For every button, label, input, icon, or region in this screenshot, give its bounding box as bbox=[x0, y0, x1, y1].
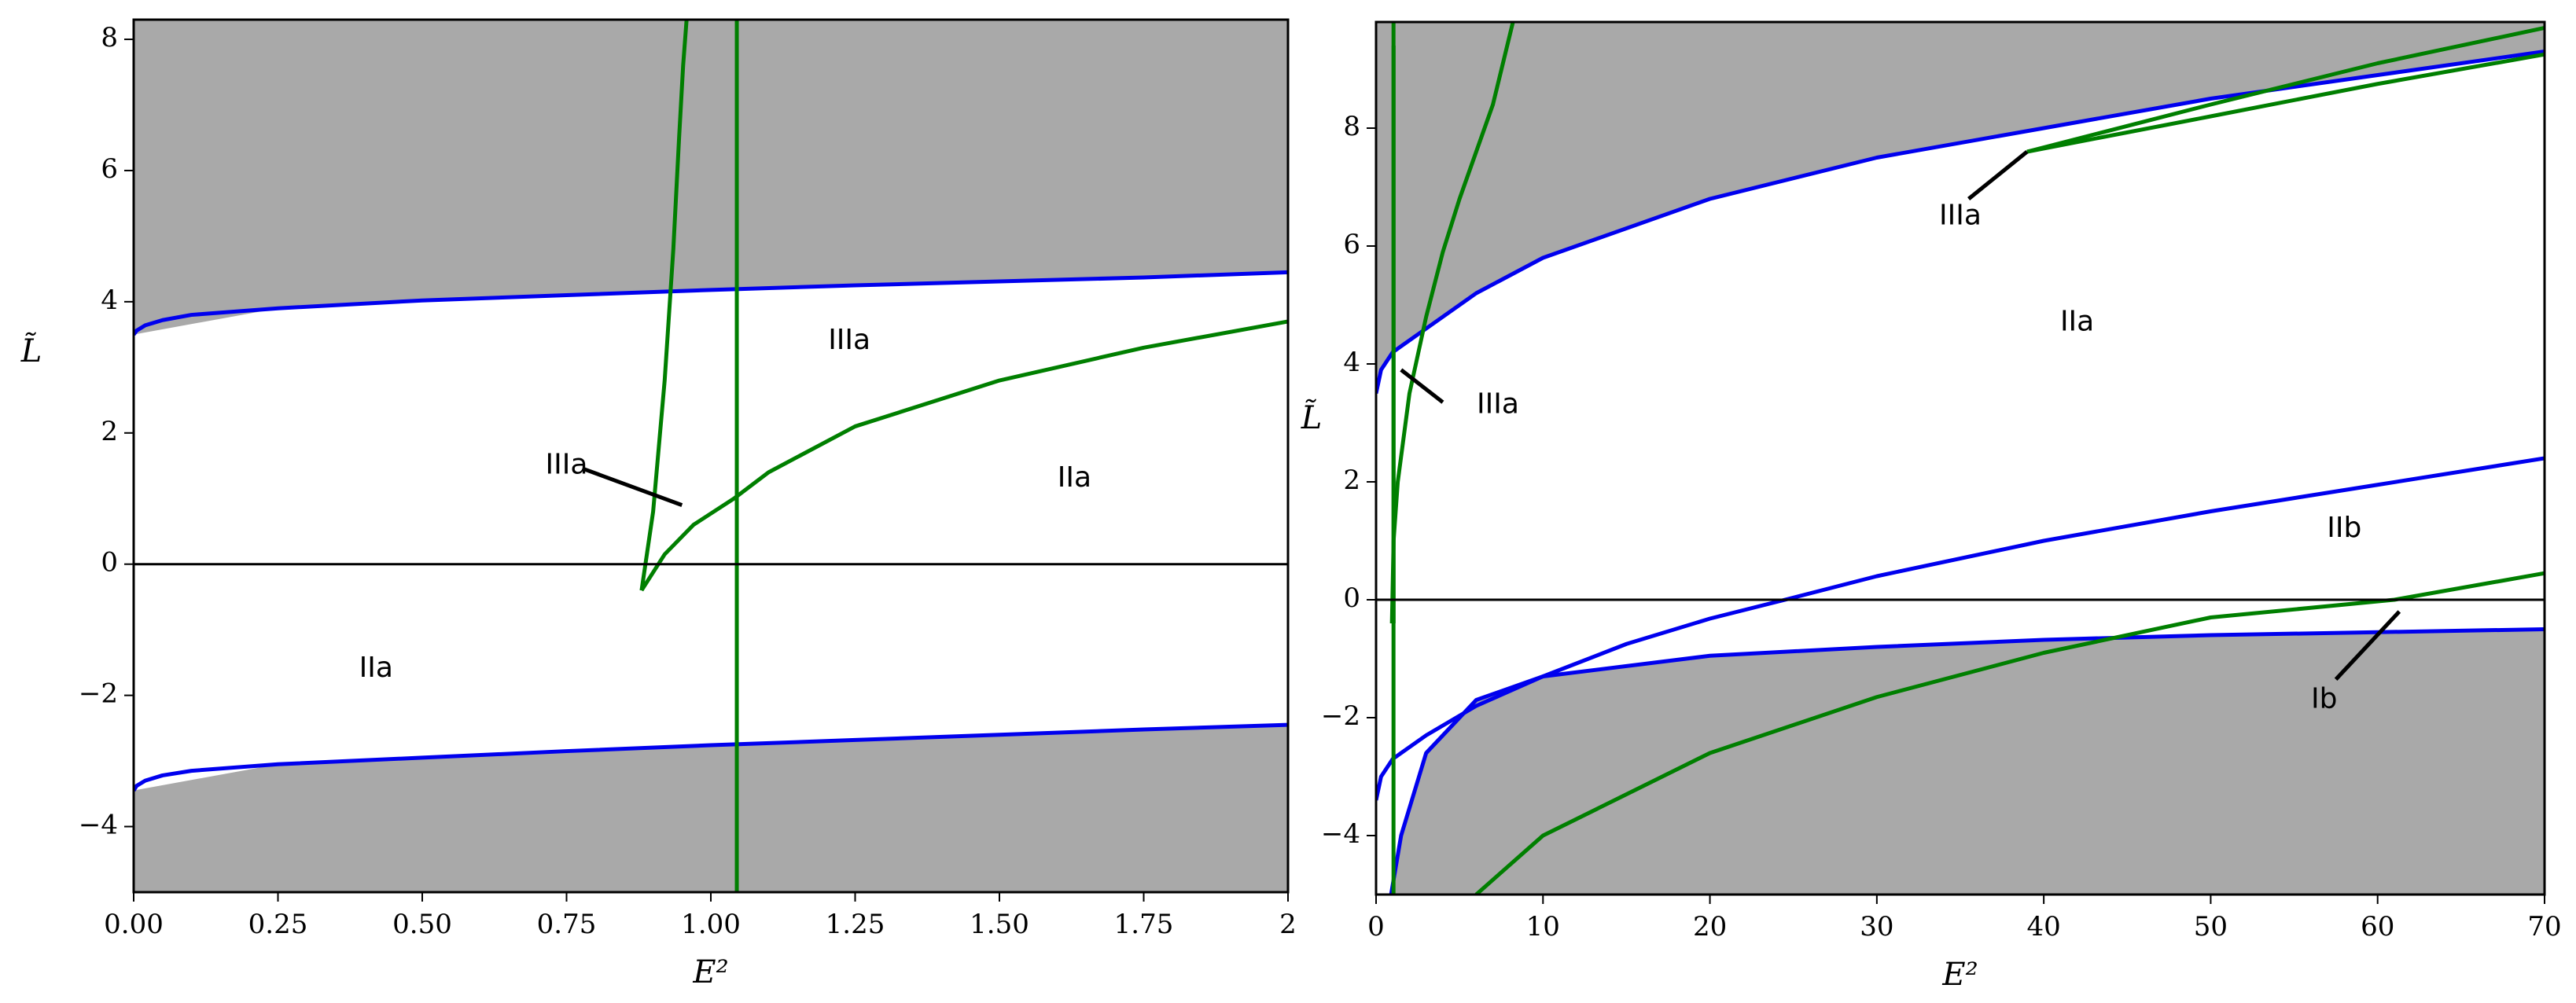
y-tick-label: 4 bbox=[1343, 347, 1360, 378]
shaded-region-1 bbox=[1376, 629, 2545, 895]
x-tick-label: 1.00 bbox=[681, 909, 741, 940]
y-axis-label: L̃ bbox=[1301, 399, 1323, 436]
annotation-pointer-0 bbox=[1967, 150, 2029, 200]
y-tick-label: −4 bbox=[79, 810, 118, 841]
region-label-2: IIa bbox=[1058, 461, 1091, 494]
y-tick-label: 8 bbox=[1343, 111, 1360, 142]
y-axis-label: L̃ bbox=[20, 332, 42, 369]
annotation-pointer-1 bbox=[1400, 368, 1444, 404]
shaded-region-1 bbox=[134, 725, 1288, 892]
series-line-green-3 bbox=[639, 319, 1288, 592]
region-label-0: IIIa bbox=[828, 324, 870, 356]
plot-frame bbox=[1374, 20, 2546, 896]
x-tick-label: 10 bbox=[1526, 911, 1560, 942]
x-tick-label: 0.75 bbox=[537, 909, 597, 940]
x-tick-label: 40 bbox=[2027, 911, 2061, 942]
annotation-pointer-0 bbox=[583, 467, 683, 507]
x-tick-label: 50 bbox=[2194, 911, 2228, 942]
x-tick-label: 0.25 bbox=[248, 909, 308, 940]
annotation-pointer-2 bbox=[2334, 610, 2401, 681]
y-tick-label: −2 bbox=[79, 678, 118, 710]
x-tick-label: 30 bbox=[1860, 911, 1893, 942]
series-line-blue-1 bbox=[134, 722, 1288, 792]
y-tick-label: 4 bbox=[101, 285, 118, 316]
y-tick-label: 0 bbox=[1343, 582, 1360, 614]
series-line-green-8 bbox=[2026, 52, 2545, 154]
right-chart-panel: IIIa IIa IIIa IIb Ib 0 10 20 30 40 50 60 70 −4 −2 0 2 4 6 8… bbox=[1301, 20, 2562, 993]
y-tick-label: −2 bbox=[1321, 700, 1360, 732]
y-tick-label: 6 bbox=[101, 153, 118, 185]
series-line-green-2 bbox=[639, 20, 689, 591]
x-tick-label: 60 bbox=[2361, 911, 2394, 942]
region-label-0: IIIa bbox=[1939, 200, 1982, 232]
x-axis-label: E² bbox=[1941, 957, 1978, 993]
series-line-blue-2 bbox=[1376, 456, 2545, 801]
series-line-blue-0 bbox=[1376, 50, 2545, 395]
series-line-green-7 bbox=[2026, 26, 2545, 154]
y-tick-label: 6 bbox=[1343, 229, 1360, 260]
left-chart-panel: IIIa IIIa IIa IIa 0.00 0.25 0.50 0.75 1.00 1.25 1.… bbox=[20, 18, 1297, 990]
shaded-region-0 bbox=[134, 20, 1288, 335]
series-line-green-6 bbox=[1474, 571, 2545, 895]
y-tick-label: 0 bbox=[101, 547, 118, 579]
y-tick-label: 2 bbox=[101, 416, 118, 447]
y-tick-label: −4 bbox=[1321, 818, 1360, 850]
shaded-region-0 bbox=[1376, 22, 2545, 394]
x-tick-label: 1.75 bbox=[1114, 909, 1174, 940]
region-label-3: IIa bbox=[359, 652, 393, 684]
x-tick-label: 70 bbox=[2527, 911, 2561, 942]
region-label-1: IIIa bbox=[546, 449, 588, 481]
x-tick-label: 20 bbox=[1693, 911, 1727, 942]
x-axis-label: E² bbox=[692, 954, 728, 990]
region-label-2: IIIa bbox=[1477, 388, 1519, 421]
region-label-1: IIa bbox=[2060, 306, 2094, 338]
x-tick-label: 1.25 bbox=[826, 909, 885, 940]
series-line-blue-0 bbox=[134, 270, 1288, 336]
y-tick-label: 2 bbox=[1343, 465, 1360, 496]
y-tick-label: 8 bbox=[101, 22, 118, 53]
x-tick-label: 0.00 bbox=[104, 909, 164, 940]
region-label-4: Ib bbox=[2311, 683, 2337, 715]
x-tick-label: 0 bbox=[1367, 911, 1385, 942]
x-tick-label: 0.50 bbox=[392, 909, 452, 940]
series-line-green-3 bbox=[1389, 22, 1515, 624]
x-tick-label: 2 bbox=[1279, 909, 1297, 940]
region-label-3: IIb bbox=[2327, 512, 2361, 544]
series-line-blue-1 bbox=[1389, 627, 2545, 895]
x-tick-label: 1.50 bbox=[970, 909, 1029, 940]
